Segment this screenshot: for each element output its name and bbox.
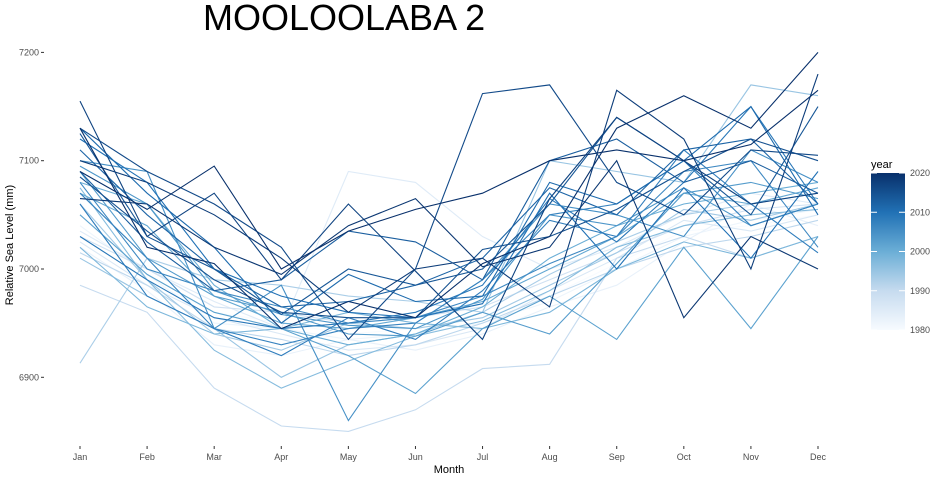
series-line-2021 — [79, 89, 819, 270]
y-tick-label: 6900 — [19, 372, 39, 382]
legend-tick-label: 2000 — [910, 247, 930, 257]
legend-tick-label: 1990 — [910, 286, 930, 296]
series-line-2010 — [79, 138, 819, 319]
legend-tick-label: 2020 — [910, 168, 930, 178]
x-tick-label: Dec — [810, 452, 827, 462]
series-line-2009 — [79, 105, 819, 330]
series-line-2017 — [79, 100, 819, 341]
series-lines — [79, 52, 819, 432]
x-axis-label: Month — [434, 464, 465, 476]
series-line-2005 — [79, 149, 819, 422]
x-tick-label: Oct — [677, 452, 692, 462]
series-line-2018 — [79, 73, 819, 313]
legend-tick-label: 2010 — [910, 207, 930, 217]
x-tick-label: Mar — [206, 452, 222, 462]
x-tick-label: Apr — [274, 452, 288, 462]
series-line-2014 — [79, 106, 819, 316]
series-line-2020 — [79, 52, 819, 330]
y-axis-label: Relative Sea Level (mm) — [4, 185, 16, 305]
series-line-2001 — [79, 187, 819, 330]
series-line-1990 — [79, 235, 819, 432]
legend-tick-label: 1980 — [910, 325, 930, 335]
series-line-2015 — [79, 138, 819, 319]
series-line-2012 — [79, 138, 819, 308]
x-tick-label: Jul — [477, 452, 489, 462]
series-line-2004 — [79, 165, 819, 330]
x-tick-label: Jan — [73, 452, 88, 462]
y-tick-label: 7000 — [19, 264, 39, 274]
y-tick-label: 7200 — [19, 47, 39, 57]
x-tick-label: Jun — [408, 452, 423, 462]
x-tick-label: May — [340, 452, 358, 462]
x-tick-label: Nov — [743, 452, 760, 462]
series-line-2016 — [79, 84, 819, 341]
y-tick-label: 7100 — [19, 156, 39, 166]
chart-title: MOOLOOLABA 2 — [203, 0, 485, 38]
series-line-1997 — [79, 187, 819, 389]
series-line-2007 — [79, 160, 819, 346]
x-tick-label: Sep — [609, 452, 625, 462]
series-line-2013 — [79, 138, 819, 292]
series-line-1983 — [79, 203, 819, 357]
year-legend: year 1980 1990 2000 2010 2020 — [871, 159, 930, 335]
x-tick-label: Feb — [139, 452, 155, 462]
series-line-2011 — [79, 105, 819, 324]
series-line-2002 — [79, 214, 819, 395]
series-line-1998 — [79, 235, 819, 335]
series-line-1988 — [79, 203, 819, 324]
series-line-2019 — [79, 159, 819, 319]
x-axis: Jan Feb Mar Apr May Jun Jul Aug Sep Oct Nov Dec — [73, 446, 827, 462]
series-line-2008 — [79, 149, 819, 357]
series-line-1991 — [79, 219, 819, 357]
series-line-2003 — [79, 171, 819, 337]
legend-ticks: 1980 1990 2000 2010 2020 — [871, 168, 930, 335]
series-line-1993 — [79, 192, 819, 364]
x-tick-label: Aug — [542, 452, 558, 462]
y-axis: 6900 7000 7100 7200 — [19, 47, 44, 382]
legend-title: year — [871, 159, 893, 171]
